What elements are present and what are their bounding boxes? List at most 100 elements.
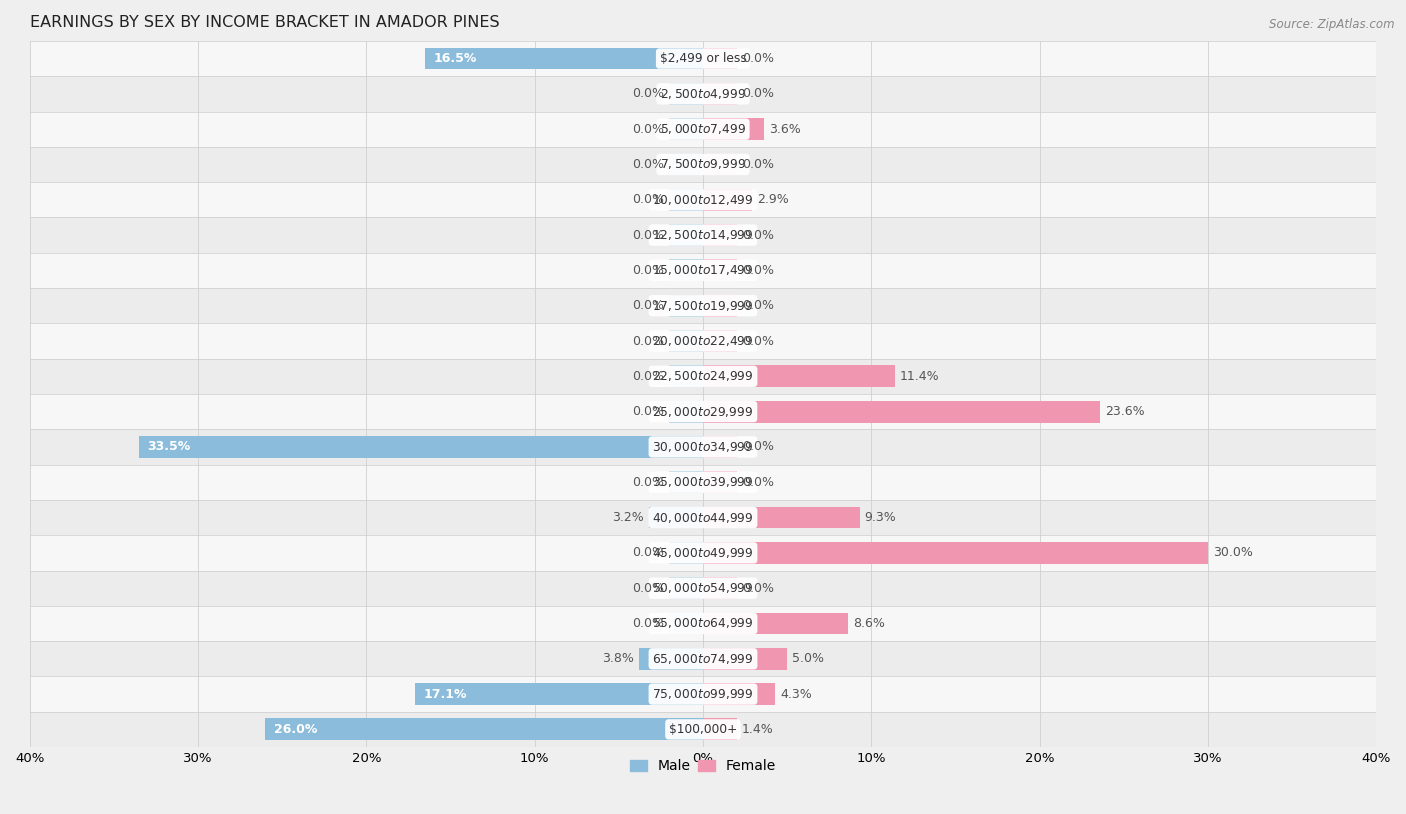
Text: 0.0%: 0.0% [633,158,664,171]
Bar [30,323,1376,359]
Bar [703,47,737,69]
Bar [703,330,737,352]
Bar [30,535,1376,571]
Bar [266,719,703,741]
Text: $5,000 to $7,499: $5,000 to $7,499 [659,122,747,136]
Bar [669,542,703,564]
Bar [30,77,1376,112]
Bar [425,47,703,69]
Bar [703,189,752,211]
Bar [30,641,1376,676]
Text: $30,000 to $34,999: $30,000 to $34,999 [652,440,754,454]
Bar [30,571,1376,606]
Bar [703,612,848,634]
Text: 1.4%: 1.4% [742,723,773,736]
Bar [669,295,703,317]
Bar [703,648,787,670]
Text: 0.0%: 0.0% [633,582,664,595]
Bar [703,118,763,140]
Bar [703,154,737,175]
Text: 0.0%: 0.0% [742,87,773,100]
Bar [703,436,737,458]
Text: 0.0%: 0.0% [633,300,664,313]
Bar [669,83,703,105]
Bar [669,260,703,282]
Bar [669,118,703,140]
Text: $17,500 to $19,999: $17,500 to $19,999 [652,299,754,313]
Text: 3.6%: 3.6% [769,123,800,136]
Bar [30,429,1376,465]
Text: 23.6%: 23.6% [1105,405,1144,418]
Text: $75,000 to $99,999: $75,000 to $99,999 [652,687,754,701]
Text: 0.0%: 0.0% [742,264,773,277]
Bar [703,542,1208,564]
Text: 30.0%: 30.0% [1213,546,1253,559]
Text: 0.0%: 0.0% [633,617,664,630]
Bar [30,112,1376,147]
Text: 0.0%: 0.0% [742,52,773,65]
Text: $12,500 to $14,999: $12,500 to $14,999 [652,228,754,242]
Text: 33.5%: 33.5% [148,440,191,453]
Text: 0.0%: 0.0% [633,546,664,559]
Bar [30,465,1376,500]
Bar [669,189,703,211]
Bar [30,394,1376,429]
Bar [703,506,859,528]
Bar [30,147,1376,182]
Bar [139,436,703,458]
Text: 0.0%: 0.0% [633,229,664,242]
Bar [30,217,1376,252]
Bar [703,683,775,705]
Text: 0.0%: 0.0% [633,370,664,383]
Text: $7,500 to $9,999: $7,500 to $9,999 [659,157,747,172]
Text: $55,000 to $64,999: $55,000 to $64,999 [652,616,754,631]
Text: 2.9%: 2.9% [756,193,789,206]
Bar [669,154,703,175]
Bar [703,224,737,246]
Bar [30,500,1376,535]
Bar [669,612,703,634]
Text: 0.0%: 0.0% [633,405,664,418]
Text: Source: ZipAtlas.com: Source: ZipAtlas.com [1270,18,1395,31]
Bar [669,224,703,246]
Text: $50,000 to $54,999: $50,000 to $54,999 [652,581,754,595]
Text: 0.0%: 0.0% [633,123,664,136]
Text: 0.0%: 0.0% [633,335,664,348]
Bar [30,288,1376,323]
Text: 0.0%: 0.0% [633,264,664,277]
Text: $2,500 to $4,999: $2,500 to $4,999 [659,87,747,101]
Bar [30,182,1376,217]
Text: $45,000 to $49,999: $45,000 to $49,999 [652,546,754,560]
Text: $20,000 to $22,499: $20,000 to $22,499 [652,334,754,348]
Bar [703,719,737,741]
Bar [30,252,1376,288]
Text: 5.0%: 5.0% [792,652,824,665]
Text: 11.4%: 11.4% [900,370,939,383]
Bar [703,471,737,493]
Bar [650,506,703,528]
Text: $40,000 to $44,999: $40,000 to $44,999 [652,510,754,524]
Text: 8.6%: 8.6% [853,617,884,630]
Text: 26.0%: 26.0% [274,723,318,736]
Text: 0.0%: 0.0% [633,193,664,206]
Text: 0.0%: 0.0% [633,475,664,488]
Bar [415,683,703,705]
Bar [703,83,737,105]
Text: $100,000+: $100,000+ [669,723,737,736]
Text: 3.2%: 3.2% [613,511,644,524]
Text: $22,500 to $24,999: $22,500 to $24,999 [652,370,754,383]
Text: 3.8%: 3.8% [602,652,634,665]
Text: 17.1%: 17.1% [423,688,467,701]
Text: $10,000 to $12,499: $10,000 to $12,499 [652,193,754,207]
Bar [703,365,894,387]
Text: 0.0%: 0.0% [742,335,773,348]
Text: 0.0%: 0.0% [742,475,773,488]
Text: $15,000 to $17,499: $15,000 to $17,499 [652,264,754,278]
Text: 0.0%: 0.0% [742,300,773,313]
Bar [703,577,737,599]
Bar [30,711,1376,747]
Text: 0.0%: 0.0% [742,158,773,171]
Text: 0.0%: 0.0% [742,440,773,453]
Bar [30,606,1376,641]
Bar [640,648,703,670]
